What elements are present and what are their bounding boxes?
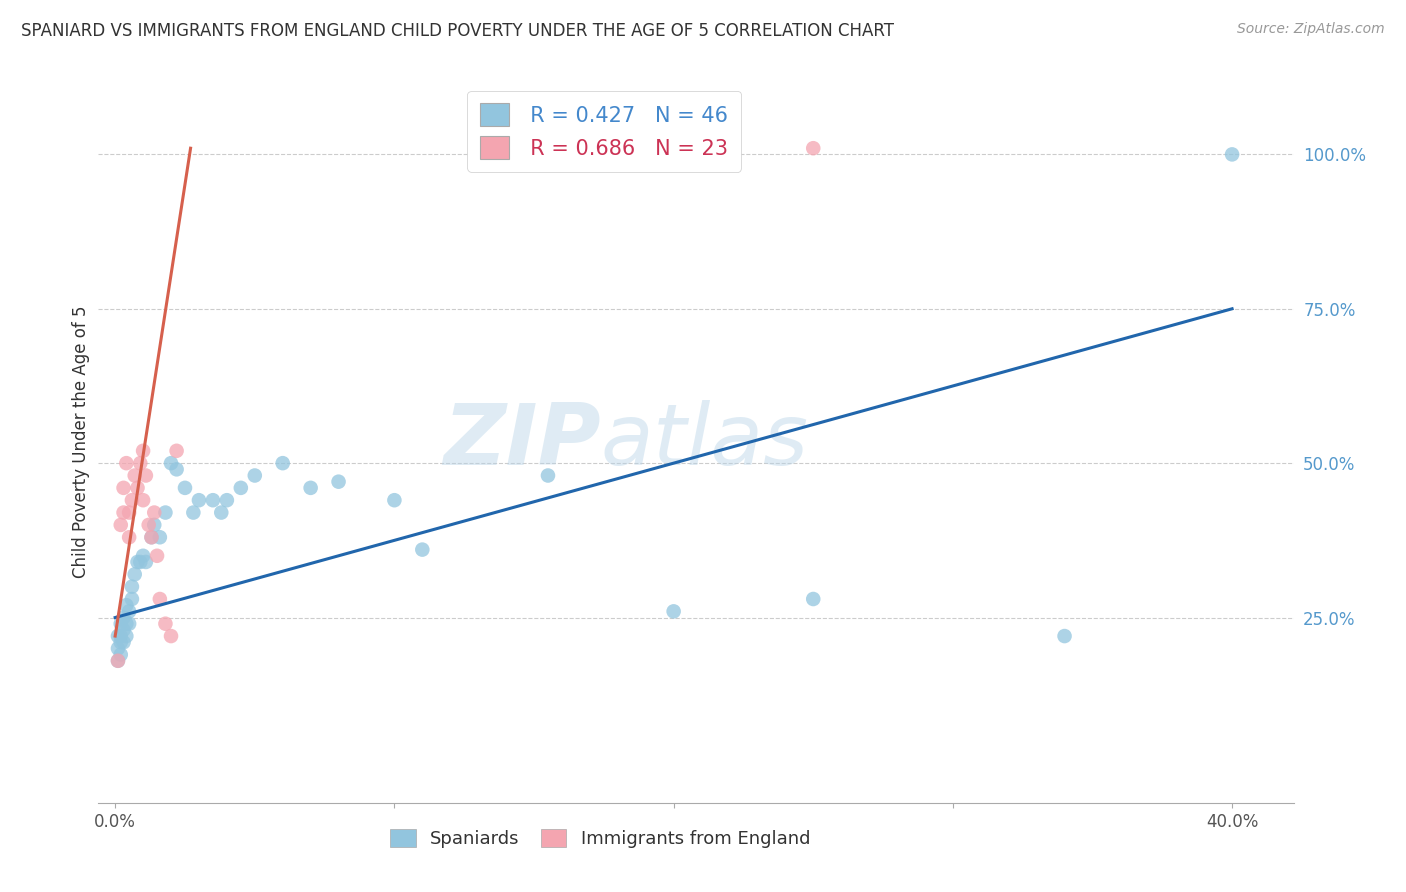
Point (132, 443, 155, 458)
Point (132, 549, 155, 563)
Point (135, 555, 157, 569)
Point (146, 549, 169, 563)
Point (229, 481, 252, 495)
Point (112, 506, 135, 520)
Point (110, 616, 132, 631)
Point (801, 141, 824, 155)
Point (166, 443, 188, 458)
Text: atlas: atlas (600, 400, 808, 483)
Point (118, 530, 141, 544)
Point (132, 493, 155, 508)
Point (328, 475, 350, 489)
Point (110, 517, 132, 532)
Point (112, 635, 135, 649)
Point (141, 530, 163, 544)
Text: SPANIARD VS IMMIGRANTS FROM ENGLAND CHILD POVERTY UNDER THE AGE OF 5 CORRELATION: SPANIARD VS IMMIGRANTS FROM ENGLAND CHIL… (21, 22, 894, 40)
Point (174, 481, 197, 495)
Point (187, 493, 209, 508)
Point (155, 616, 177, 631)
Point (160, 456, 183, 470)
Point (124, 468, 146, 483)
Point (183, 506, 205, 520)
Point (411, 542, 433, 557)
Point (127, 555, 149, 569)
Point (107, 654, 129, 668)
Point (166, 462, 188, 476)
Point (112, 623, 135, 637)
Point (209, 506, 232, 520)
Point (121, 493, 143, 508)
Point (110, 635, 132, 649)
Point (129, 456, 152, 470)
Legend: Spaniards, Immigrants from England: Spaniards, Immigrants from England (382, 822, 818, 855)
Point (143, 517, 166, 532)
Point (110, 648, 132, 662)
Point (149, 592, 172, 607)
Point (1053, 629, 1076, 643)
Point (107, 654, 129, 668)
Point (537, 468, 560, 483)
Point (1220, 147, 1243, 161)
Point (115, 616, 138, 631)
Point (662, 604, 685, 618)
Point (801, 592, 824, 607)
Point (112, 610, 135, 624)
Y-axis label: Child Poverty Under the Age of 5: Child Poverty Under the Age of 5 (72, 305, 90, 578)
Point (121, 580, 143, 594)
Text: Source: ZipAtlas.com: Source: ZipAtlas.com (1237, 22, 1385, 37)
Point (384, 493, 406, 508)
Point (149, 530, 172, 544)
Point (271, 456, 294, 470)
Point (215, 493, 238, 508)
Point (141, 530, 163, 544)
Point (121, 592, 143, 607)
Point (201, 493, 224, 508)
Point (243, 468, 266, 483)
Point (118, 506, 141, 520)
Point (155, 506, 177, 520)
Point (299, 481, 322, 495)
Point (118, 604, 141, 618)
Point (107, 629, 129, 643)
Point (115, 629, 138, 643)
Point (124, 567, 146, 582)
Point (115, 456, 138, 470)
Point (110, 629, 132, 643)
Point (143, 506, 166, 520)
Point (160, 629, 183, 643)
Point (112, 481, 135, 495)
Point (115, 598, 138, 612)
Point (118, 616, 141, 631)
Point (135, 468, 157, 483)
Point (129, 555, 152, 569)
Point (107, 641, 129, 656)
Point (138, 517, 160, 532)
Point (127, 481, 149, 495)
Text: ZIP: ZIP (443, 400, 600, 483)
